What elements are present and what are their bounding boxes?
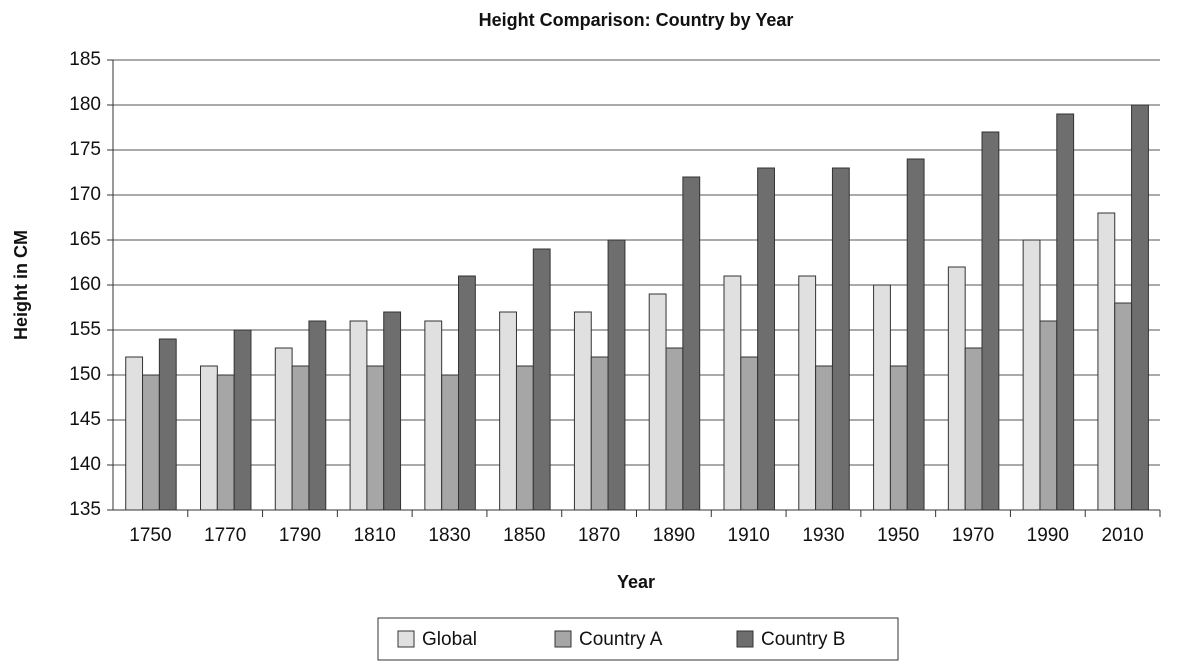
y-tick-label: 180 [69,94,101,115]
y-tick-label: 155 [69,319,101,340]
bar [274,347,293,511]
chart-title: Height Comparison: Country by Year [479,10,794,30]
y-tick-label: 150 [69,364,101,385]
legend-label: Country B [761,629,845,650]
bar [665,347,684,511]
x-tick-label: 1810 [354,525,396,546]
x-tick-label: 1750 [129,525,171,546]
bar [1131,104,1149,511]
x-tick-label: 1910 [728,525,770,546]
bar [349,320,368,511]
bar [798,275,817,511]
bar [499,311,517,511]
y-tick-label: 135 [69,499,101,520]
bar [532,248,551,511]
bar [1022,239,1041,511]
legend-label: Country A [579,629,663,650]
bar [158,338,177,511]
bar [682,176,701,511]
bar [873,284,891,511]
y-axis-label: Height in CM [11,230,31,340]
y-tick-label: 185 [69,49,101,70]
y-tick-label: 160 [69,274,101,295]
x-tick-label: 2010 [1101,525,1143,546]
x-tick-label: 1830 [428,525,470,546]
bar [906,158,925,511]
bar [964,347,983,511]
legend-swatch [554,630,572,648]
x-tick-label: 1970 [952,525,994,546]
legend-swatch [397,630,415,648]
bar [981,131,1000,511]
bar [424,320,443,511]
x-tick-label: 1950 [877,525,919,546]
x-tick-label: 1850 [503,525,545,546]
bar [366,365,385,511]
y-tick-label: 175 [69,139,101,160]
bar [723,275,742,511]
y-tick-label: 165 [69,229,101,250]
bar [515,365,534,511]
x-axis-label: Year [617,572,655,592]
y-tick-label: 140 [69,454,101,475]
bar [216,374,235,511]
bar [831,167,850,511]
x-tick-label: 1890 [653,525,695,546]
bar [458,275,476,511]
x-tick-label: 1790 [279,525,321,546]
bar [590,356,609,511]
x-tick-label: 1930 [802,525,844,546]
legend-box [377,617,899,661]
bar [757,167,775,511]
bar [607,239,626,511]
bar [815,365,833,511]
y-tick-label: 145 [69,409,101,430]
bar [947,266,966,511]
legend-swatch [736,630,754,648]
x-tick-label: 1990 [1027,525,1069,546]
bar [889,365,908,511]
bar [142,374,160,511]
y-tick-label: 170 [69,184,101,205]
bar [1039,320,1058,511]
bar [308,320,327,511]
bar [233,329,252,511]
x-tick-label: 1770 [204,525,246,546]
bar [125,356,144,511]
bar [1114,302,1133,511]
bar [441,374,460,511]
bar [1056,113,1075,511]
x-tick-label: 1870 [578,525,620,546]
bar [1097,212,1116,511]
bar [291,365,310,511]
bar [199,365,218,511]
legend-label: Global [422,629,477,650]
bar [648,293,667,511]
bar [383,311,402,511]
bar [740,356,759,511]
bar [573,311,592,511]
